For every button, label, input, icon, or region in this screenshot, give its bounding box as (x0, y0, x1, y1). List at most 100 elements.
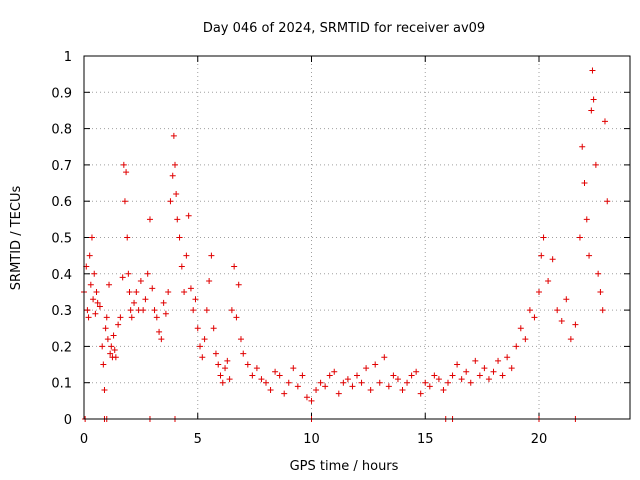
data-point (563, 296, 570, 303)
data-point (445, 379, 451, 386)
data-point (417, 390, 424, 397)
data-point (176, 234, 183, 241)
data-point (604, 198, 611, 205)
data-point (481, 365, 488, 372)
data-point (331, 368, 338, 375)
data-point (153, 314, 160, 321)
data-point (504, 354, 511, 361)
data-point (590, 96, 597, 103)
data-point (240, 350, 247, 357)
data-point (276, 372, 283, 379)
data-point (599, 307, 606, 314)
data-point (499, 372, 506, 379)
data-point (158, 336, 165, 343)
data-point (394, 376, 401, 383)
data-point (146, 216, 153, 223)
y-axis-label: SRMTID / TECUs (9, 186, 24, 291)
data-point (595, 270, 602, 277)
data-point (90, 296, 97, 303)
data-point (100, 361, 107, 368)
data-point (183, 252, 190, 259)
data-point (84, 307, 91, 314)
data-point (208, 252, 215, 259)
data-point (131, 299, 138, 306)
data-point (144, 270, 151, 277)
data-point (101, 386, 108, 393)
axis-ticks: 00.10.20.30.40.50.60.70.80.910 5 10 15 20 (51, 50, 630, 447)
data-point (235, 281, 242, 288)
y-tick-label: 0.7 (51, 159, 72, 174)
data-point (583, 216, 590, 223)
data-point (151, 307, 158, 314)
data-point (192, 296, 199, 303)
data-point (125, 270, 132, 277)
data-point (408, 372, 415, 379)
data-point (422, 379, 429, 386)
data-point (88, 234, 95, 241)
data-point (588, 107, 595, 114)
y-tick-label: 0.8 (51, 123, 72, 138)
data-point (233, 314, 240, 321)
data-point (127, 307, 134, 314)
data-point (178, 263, 185, 270)
data-point (86, 252, 93, 259)
data-point (181, 288, 188, 295)
data-point (285, 379, 292, 386)
data-point (197, 343, 204, 350)
data-point (156, 328, 163, 335)
data-point (167, 198, 174, 205)
data-point (385, 383, 392, 390)
data-point (165, 288, 172, 295)
data-point (203, 307, 210, 314)
data-point (581, 180, 588, 187)
data-point (463, 368, 470, 375)
data-point (567, 336, 574, 343)
data-point (267, 386, 274, 393)
y-tick-label: 0.2 (51, 340, 72, 355)
data-point (87, 281, 94, 288)
x-tick-label: 0 (80, 432, 88, 447)
data-point (513, 343, 520, 350)
y-tick-label: 0.4 (51, 268, 72, 283)
data-point (536, 288, 542, 295)
data-point (121, 198, 128, 205)
data-point (526, 307, 533, 314)
data-point (467, 379, 474, 386)
data-point (108, 343, 115, 350)
data-point (219, 379, 226, 386)
data-point (592, 161, 599, 168)
data-point (170, 132, 177, 139)
data-point (185, 212, 192, 219)
data-point (281, 390, 288, 397)
data-point (123, 169, 130, 176)
data-point (244, 361, 251, 368)
data-point (173, 190, 180, 197)
data-point (435, 376, 442, 383)
data-point (294, 383, 301, 390)
data-point (449, 372, 456, 379)
data-point (92, 310, 99, 317)
data-point (572, 321, 579, 328)
data-point (335, 390, 342, 397)
data-point (112, 354, 119, 361)
data-point (290, 365, 297, 372)
data-point (490, 368, 497, 375)
y-tick-label: 0 (64, 413, 72, 428)
data-point (104, 336, 111, 343)
data-point (140, 307, 147, 314)
x-tick-label: 20 (531, 432, 548, 447)
data-point (162, 310, 169, 317)
data-point (517, 325, 524, 332)
data-point (372, 361, 379, 368)
data-point (107, 350, 114, 357)
data-point (472, 357, 479, 364)
data-point (458, 376, 465, 383)
chart-title: Day 046 of 2024, SRMTID for receiver av0… (203, 21, 485, 36)
data-point (226, 376, 233, 383)
data-point (194, 325, 201, 332)
data-point (93, 288, 100, 295)
data-point (589, 67, 596, 74)
data-point (253, 365, 260, 372)
data-point (272, 368, 279, 375)
data-point (99, 343, 106, 350)
